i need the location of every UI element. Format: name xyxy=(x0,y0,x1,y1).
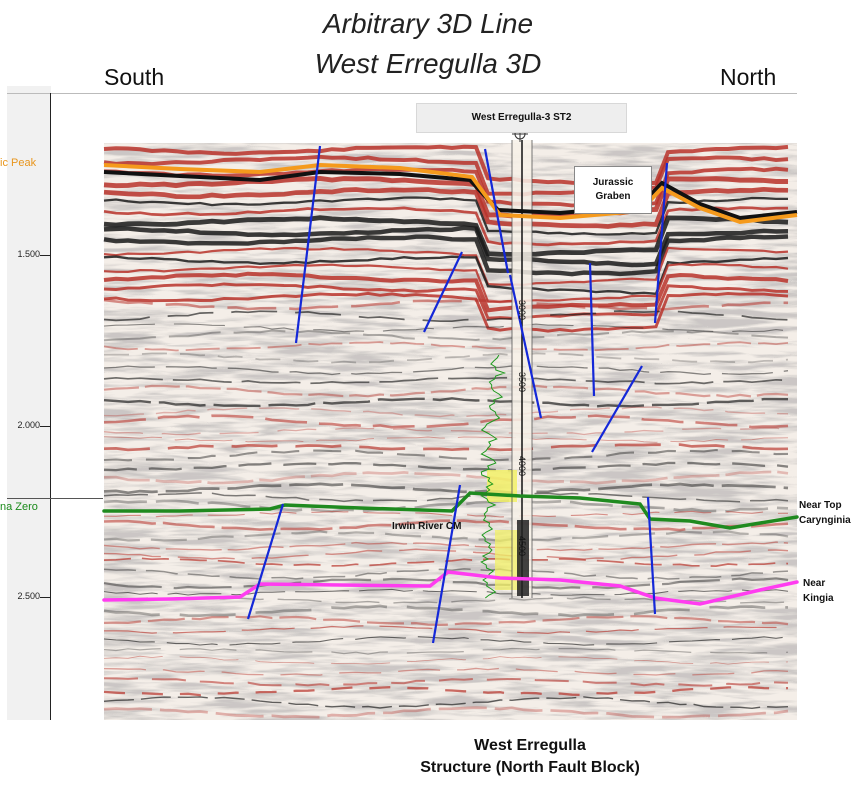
seismic-reflector xyxy=(104,625,789,635)
seismic-reflector xyxy=(103,470,789,485)
title-line-1: Arbitrary 3D Line xyxy=(322,8,534,39)
axis-tick xyxy=(40,255,50,256)
seismic-reflector xyxy=(103,492,789,503)
direction-north-label: North xyxy=(720,64,777,90)
fault-lines xyxy=(246,145,669,644)
time-axis-line xyxy=(50,93,51,720)
well-depth-label: 3500 xyxy=(517,372,527,393)
seismic-reflector xyxy=(103,461,789,472)
seismic-reflector xyxy=(103,397,789,408)
seismic-reflector xyxy=(103,225,789,268)
caption-line-1: West Erregulla xyxy=(474,737,586,754)
seismic-reflector xyxy=(103,548,789,561)
direction-south-label: South xyxy=(104,64,165,90)
seismic-reflector xyxy=(103,577,789,590)
seismic-reflector xyxy=(103,636,789,646)
seismic-reflector xyxy=(103,271,789,313)
time-axis-panel xyxy=(7,86,51,720)
seismic-reflector xyxy=(103,448,789,462)
axis-tick xyxy=(40,597,50,598)
seismic-reflector xyxy=(103,329,789,342)
seismic-reflector xyxy=(103,175,788,219)
seismic-reflector xyxy=(103,154,789,197)
seismic-reflector xyxy=(103,414,789,429)
seismic-reflector xyxy=(103,246,789,286)
seismic-reflector xyxy=(103,443,789,452)
seismic-reflector xyxy=(103,255,789,296)
horizon-peak-label: ic Peak xyxy=(0,157,37,169)
seismic-reflector xyxy=(103,647,789,655)
axis-tick-label: 2.500 xyxy=(17,591,40,601)
caption-line-2: Structure (North Fault Block) xyxy=(420,759,640,776)
horizon-near-top-carynginia xyxy=(102,491,799,530)
seismic-reflector xyxy=(103,291,789,333)
irwin-river-label: Irwin River CM xyxy=(392,521,462,532)
near-top-carynginia-label: Near Top Carynginia xyxy=(799,498,851,528)
seismic-reflector xyxy=(103,144,789,186)
seismic-reflector xyxy=(103,166,789,208)
seismic-reflector xyxy=(103,530,789,543)
seismic-reflector xyxy=(103,706,789,719)
title-line-2: West Erregulla 3D xyxy=(314,48,542,79)
seismic-reflector xyxy=(103,323,789,333)
left-divider-line xyxy=(7,498,103,499)
well-depth-label: 4000 xyxy=(517,456,527,477)
axis-tick-label: 2.000 xyxy=(17,420,40,430)
seismic-reflector xyxy=(103,499,789,513)
seismic-reflector xyxy=(103,510,789,518)
seismic-reflector xyxy=(103,406,789,418)
seismic-reflector xyxy=(103,298,789,311)
jurassic-graben-annotation: Jurassic Graben xyxy=(574,166,652,214)
seismic-reflector xyxy=(103,352,789,364)
near-top-label-line2: Carynginia xyxy=(799,515,851,526)
seismic-reflector xyxy=(103,615,789,627)
seismic-reflector xyxy=(103,215,789,257)
seismic-reflector xyxy=(103,655,789,665)
near-kingia-label-line2: Kingia xyxy=(803,593,834,604)
well-depth-label: 4500 xyxy=(517,536,527,557)
seismic-reflector xyxy=(103,436,789,443)
horizon-near-kingia xyxy=(102,570,799,606)
seismic-reflector xyxy=(103,541,789,552)
top-border-line xyxy=(7,93,797,94)
near-top-label-line1: Near Top xyxy=(799,500,842,511)
well-name-box: West Erregulla-3 ST2 xyxy=(416,103,627,133)
seismic-reflector xyxy=(103,588,789,596)
seismic-reflector xyxy=(103,376,789,385)
near-kingia-label: Near Kingia xyxy=(803,576,834,606)
seismic-reflector xyxy=(103,482,789,495)
seismic-reflector xyxy=(103,677,789,687)
seismic-reflector xyxy=(103,206,789,247)
seismic-reflector xyxy=(103,519,789,532)
seismic-reflector xyxy=(103,604,789,618)
caption: West Erregulla Structure (North Fault Bl… xyxy=(390,735,670,779)
near-kingia-label-line1: Near xyxy=(803,578,826,589)
seismic-reflector xyxy=(103,196,788,236)
seismic-reflector xyxy=(103,341,789,352)
well-depth-label: 3000 xyxy=(517,300,527,321)
seismic-reflector xyxy=(103,310,789,323)
axis-tick xyxy=(40,426,50,427)
seismic-reflector xyxy=(103,667,789,676)
seismic-reflector xyxy=(103,365,789,376)
axis-tick-label: 1.500 xyxy=(17,249,40,259)
seismic-background xyxy=(103,143,797,720)
seismic-reflector xyxy=(103,685,789,697)
seismic-reflector xyxy=(103,282,789,320)
horizon-zero-label: na Zero xyxy=(0,501,38,513)
horizon-peak xyxy=(103,162,798,225)
seismic-reflector xyxy=(103,234,789,277)
seismic-reflector xyxy=(103,696,789,710)
seismic-reflector xyxy=(103,262,789,303)
seismic-reflector xyxy=(103,384,789,398)
